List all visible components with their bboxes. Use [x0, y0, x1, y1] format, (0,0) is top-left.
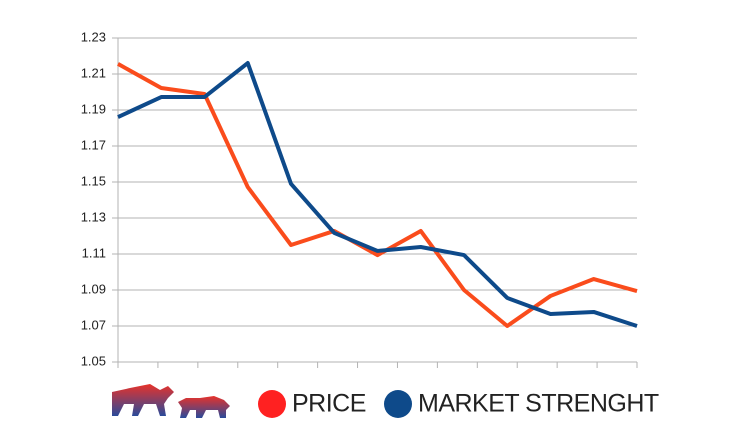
y-tick-label: 1.17 — [81, 137, 106, 152]
legend-label: MARKET STRENGHT — [418, 390, 659, 418]
bull-bear-icon — [112, 384, 230, 418]
y-tick-label: 1.21 — [81, 65, 106, 80]
y-tick-label: 1.07 — [81, 317, 106, 332]
line-series — [117, 62, 638, 328]
y-tick-label: 1.23 — [81, 29, 106, 44]
line-series — [117, 61, 638, 328]
y-tick-label: 1.05 — [81, 353, 106, 368]
legend-label: PRICE — [292, 390, 366, 418]
y-tick-label: 1.09 — [81, 281, 106, 296]
y-tick-label: 1.13 — [81, 209, 106, 224]
y-tick-label: 1.19 — [81, 101, 106, 116]
y-tick-label: 1.15 — [81, 173, 106, 188]
y-tick-label: 1.11 — [82, 245, 106, 260]
legend-swatch — [258, 390, 286, 418]
legend-swatch — [384, 390, 412, 418]
